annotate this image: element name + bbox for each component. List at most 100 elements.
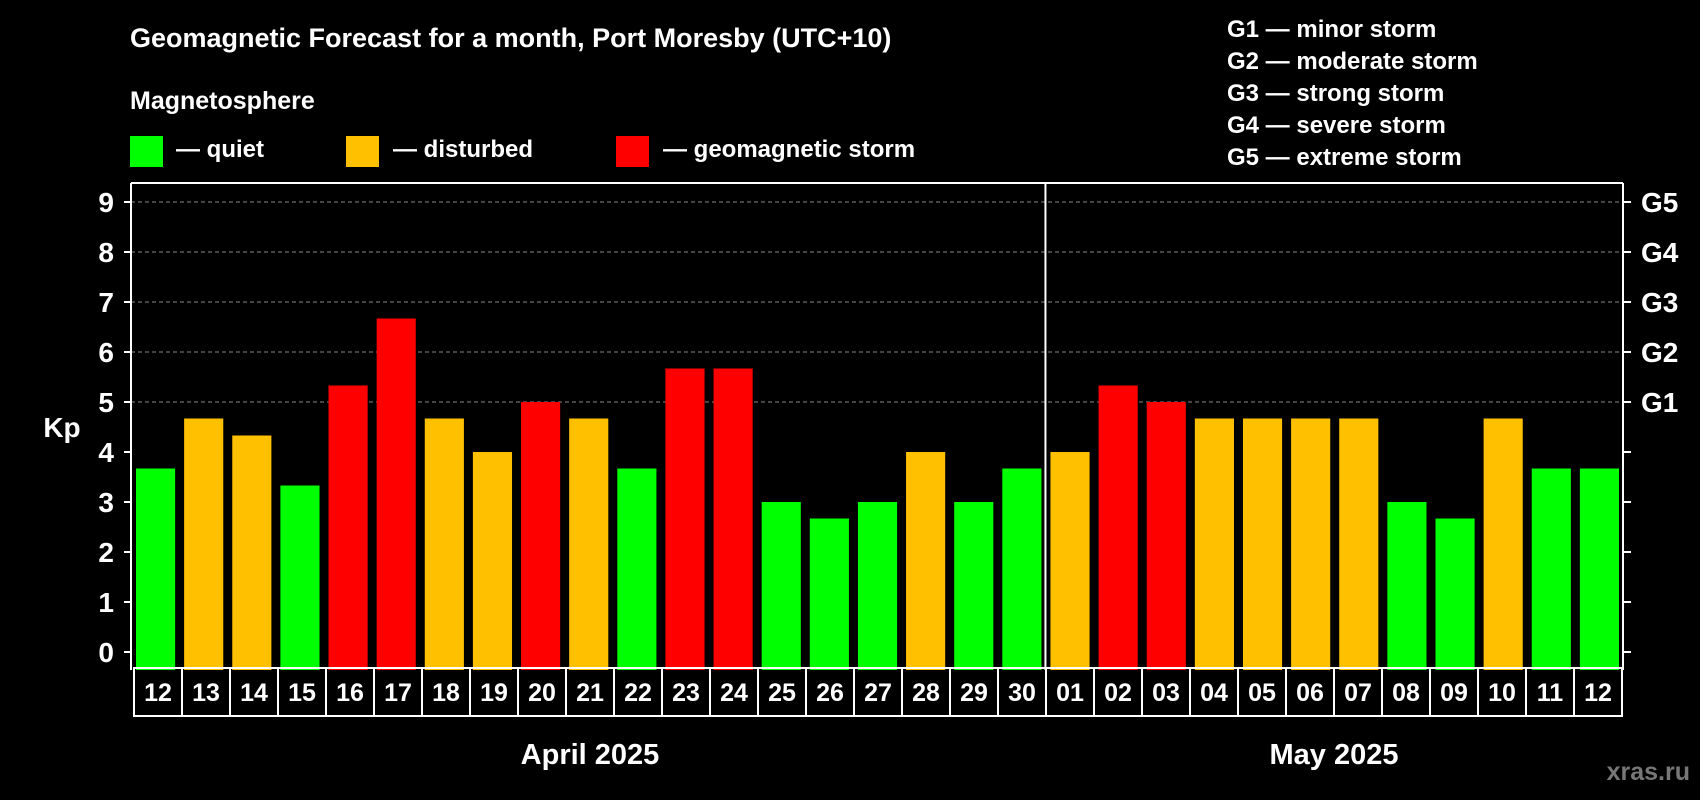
bar-10 [617, 468, 657, 670]
g-scale-label-g4: G4 [1641, 237, 1679, 268]
legend-label-storm: — geomagnetic storm [663, 136, 915, 163]
legend-swatch-storm [616, 136, 649, 167]
month-label-1: May 2025 [1270, 739, 1399, 771]
x-tick-label-18: 30 [1008, 679, 1036, 707]
x-tick-label-2: 14 [240, 679, 268, 707]
bar-8 [521, 402, 561, 670]
bar-11 [665, 368, 705, 670]
bar-22 [1194, 418, 1234, 670]
bar-23 [1242, 418, 1283, 670]
bar-29 [1531, 468, 1571, 670]
month-label-0: April 2025 [521, 739, 660, 771]
x-tick-label-13: 25 [768, 679, 796, 707]
x-tick-label-10: 22 [624, 679, 652, 707]
x-tick-label-12: 24 [720, 679, 748, 707]
chart-title: Geomagnetic Forecast for a month, Port M… [130, 23, 891, 53]
bar-6 [424, 418, 464, 670]
g-scale-label-g1: G1 [1641, 387, 1678, 418]
y-tick-label-4: 4 [98, 437, 114, 468]
x-tick-label-27: 09 [1440, 679, 1468, 707]
y-axis-label: Kp [43, 412, 80, 443]
x-tick-label-22: 04 [1200, 679, 1228, 707]
bar-12 [713, 368, 753, 670]
x-tick-label-4: 16 [336, 679, 364, 707]
y-tick-label-8: 8 [98, 237, 114, 268]
x-tick-label-11: 23 [672, 679, 700, 707]
x-tick-label-26: 08 [1392, 679, 1420, 707]
bar-15 [857, 502, 898, 670]
x-tick-label-9: 21 [576, 679, 604, 707]
x-label-frame [133, 667, 1623, 717]
x-tick-label-24: 06 [1296, 679, 1324, 707]
x-tick-label-25: 07 [1344, 679, 1372, 707]
y-tick-label-7: 7 [98, 287, 114, 318]
storm-scale-g5: G5 — extreme storm [1227, 144, 1462, 171]
y-tick-label-2: 2 [98, 537, 114, 568]
x-tick-label-5: 17 [384, 679, 412, 707]
x-tick-label-0: 12 [144, 679, 172, 707]
x-tick-label-17: 29 [960, 679, 988, 707]
storm-scale-g4: G4 — severe storm [1227, 112, 1446, 139]
x-tick-label-8: 20 [528, 679, 556, 707]
y-tick-label-3: 3 [98, 487, 114, 518]
legend-swatch-quiet [130, 136, 163, 167]
x-tick-labels: 12 13 14 15 16 17 18 19 20 21 22 23 24 25 26 27 28 29 30 01… [133, 667, 1623, 771]
x-tick-label-21: 03 [1152, 679, 1180, 707]
bar-21 [1146, 402, 1186, 670]
y-tick-label-6: 6 [98, 337, 114, 368]
grid-lines [131, 201, 1623, 403]
x-tick-label-1: 13 [192, 679, 220, 707]
legend-label-disturbed: — disturbed [393, 136, 533, 163]
bar-1 [184, 418, 224, 670]
x-tick-label-3: 15 [288, 679, 316, 707]
legend-heading: Magnetosphere [130, 87, 315, 115]
x-tick-label-28: 10 [1488, 679, 1516, 707]
x-tick-label-20: 02 [1104, 679, 1132, 707]
storm-scale-g3: G3 — strong storm [1227, 80, 1444, 107]
bar-17 [954, 502, 994, 670]
bar-13 [761, 502, 801, 670]
g-scale-label-g3: G3 [1641, 287, 1678, 318]
bar-25 [1339, 418, 1379, 670]
bar-24 [1291, 418, 1331, 670]
bar-26 [1387, 502, 1427, 670]
x-tick-label-6: 18 [432, 679, 460, 707]
bar-5 [376, 318, 416, 670]
x-tick-label-14: 26 [816, 679, 844, 707]
bar-9 [569, 418, 609, 670]
bar-27 [1435, 518, 1475, 670]
bar-28 [1483, 418, 1523, 670]
bar-20 [1098, 385, 1138, 670]
storm-scale-g2: G2 — moderate storm [1227, 48, 1478, 75]
bar-4 [328, 385, 368, 670]
g-scale-label-g5: G5 [1641, 187, 1678, 218]
x-tick-label-15: 27 [864, 679, 892, 707]
x-tick-label-30: 12 [1584, 679, 1612, 707]
g-scale-label-g2: G2 [1641, 337, 1678, 368]
y-tick-label-1: 1 [98, 587, 114, 618]
bar-30 [1579, 468, 1619, 670]
axes: 0 1 2 3 4 5 6 7 8 9 G1 G2 G3 G4 G5 [98, 182, 1679, 670]
bar-7 [472, 452, 513, 670]
bar-16 [906, 452, 946, 670]
bar-0 [136, 468, 176, 670]
legend-swatch-disturbed [346, 136, 379, 167]
x-tick-label-7: 19 [480, 679, 508, 707]
y-tick-label-0: 0 [98, 637, 114, 668]
x-tick-label-29: 11 [1537, 679, 1564, 707]
bar-18 [1002, 468, 1042, 670]
storm-scale-g1: G1 — minor storm [1227, 16, 1436, 43]
bar-19 [1050, 452, 1090, 670]
x-tick-label-19: 01 [1056, 679, 1084, 707]
x-tick-label-23: 05 [1248, 679, 1276, 707]
y-tick-label-9: 9 [98, 187, 114, 218]
bars [136, 318, 1619, 670]
watermark: xras.ru [1607, 758, 1690, 786]
bar-2 [232, 435, 272, 670]
legend-label-quiet: — quiet [176, 136, 264, 163]
x-tick-label-16: 28 [912, 679, 940, 707]
bar-3 [280, 485, 320, 670]
bar-14 [809, 518, 849, 670]
y-tick-label-5: 5 [98, 387, 114, 418]
